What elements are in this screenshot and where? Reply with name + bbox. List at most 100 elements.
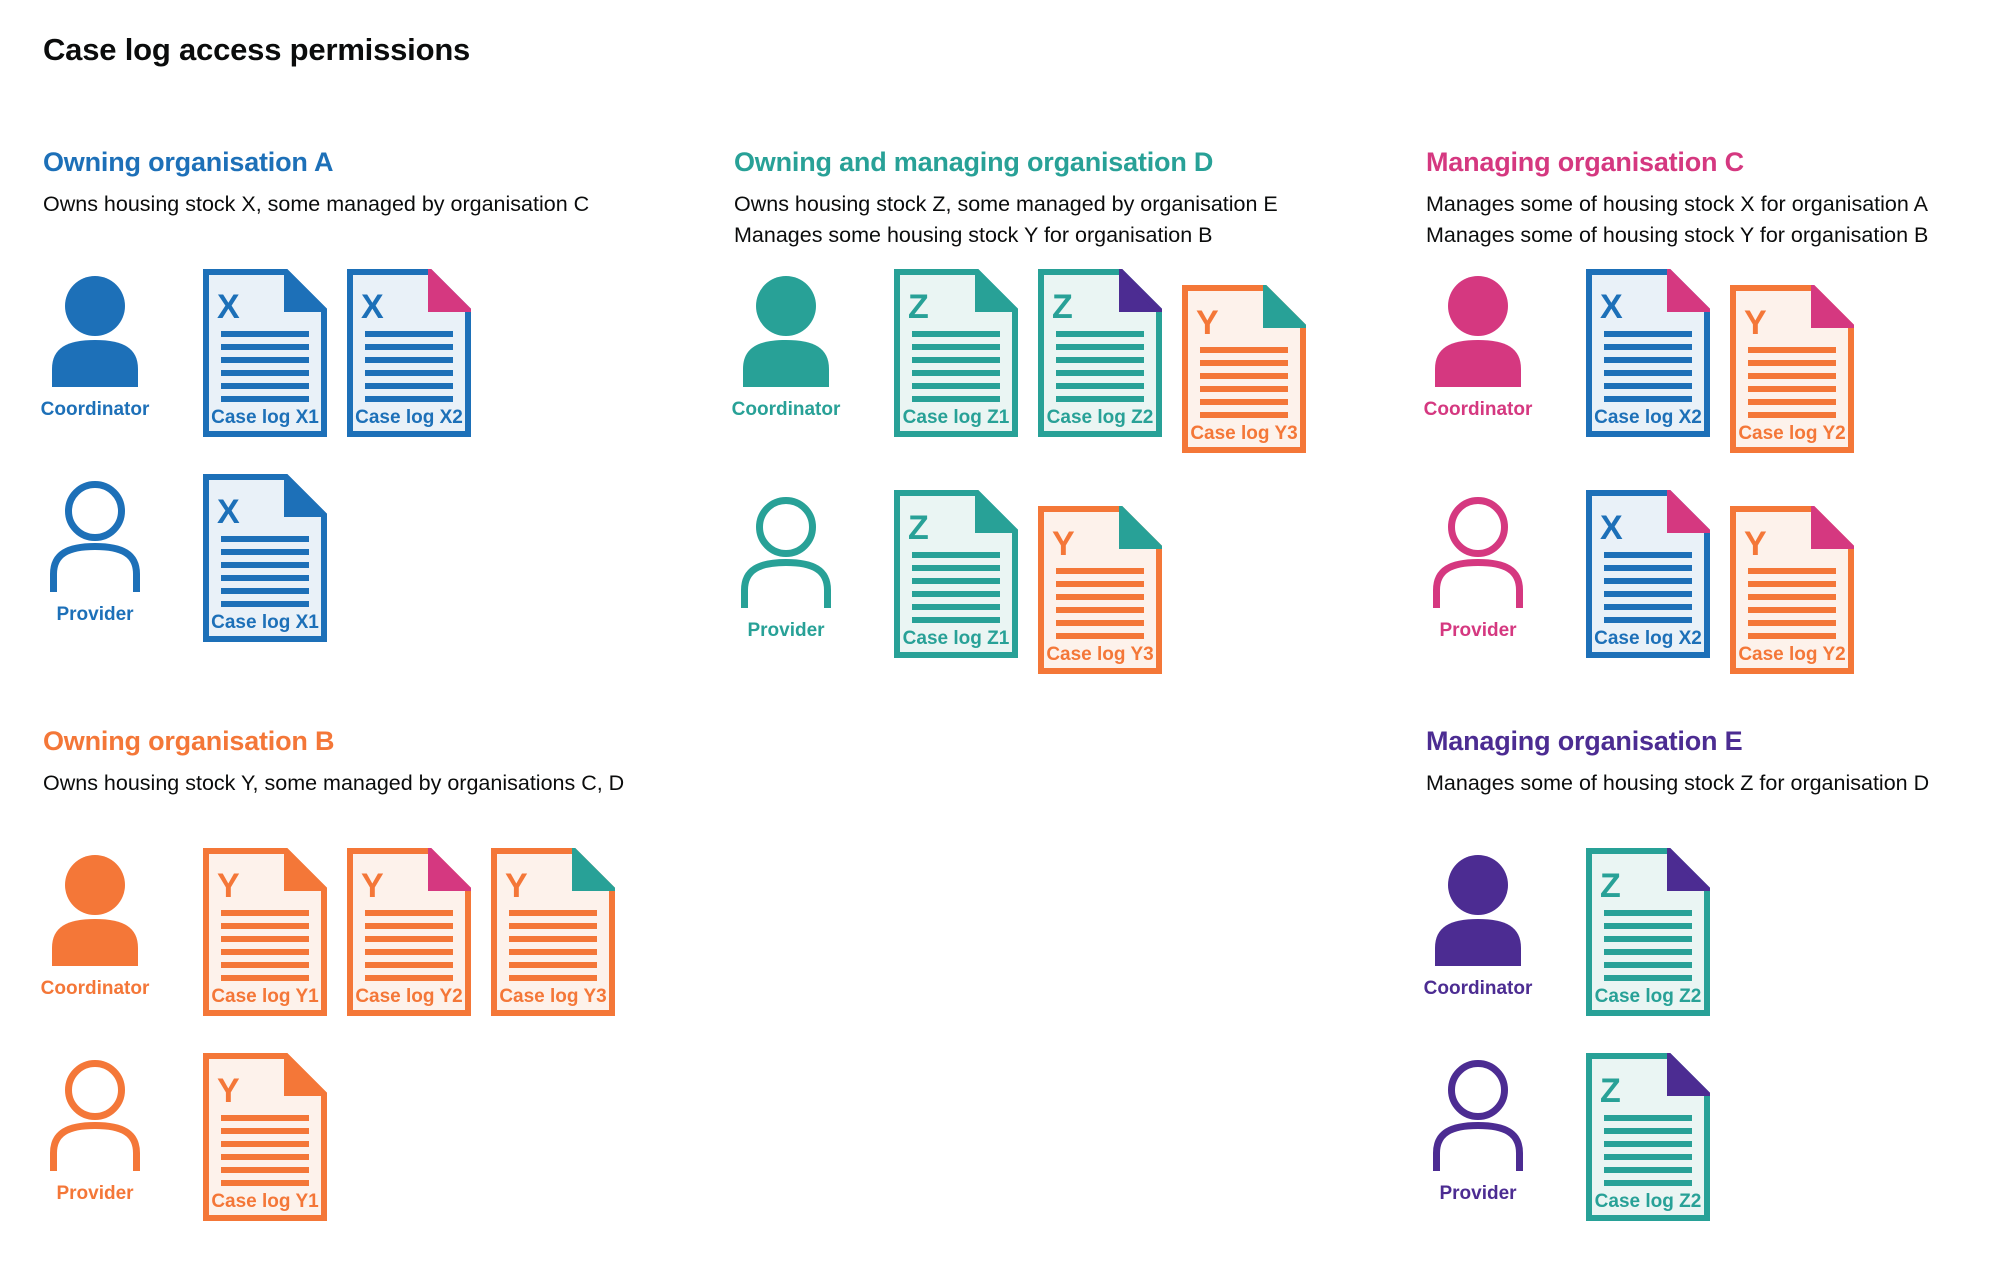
org-description: Manages some of housing stock Z for orga…	[1426, 768, 1991, 836]
person-body	[1433, 558, 1523, 608]
doc-label: Case log X1	[211, 407, 319, 428]
doc-label: Case log X1	[211, 612, 319, 633]
case-log-document: Y Case log Y3	[1182, 285, 1306, 453]
case-log-document: X Case log X2	[1586, 490, 1710, 658]
doc-page	[1038, 506, 1162, 674]
doc-text-lines	[1748, 568, 1836, 639]
doc-text-lines	[365, 331, 453, 402]
case-log-document: Y Case log Y1	[203, 848, 327, 1016]
section-managing-organisation-e: Managing organisation E Manages some of …	[1424, 724, 1991, 1221]
org-description: Owns housing stock Y, some managed by or…	[43, 768, 693, 836]
doc-text-lines	[221, 910, 309, 981]
doc-page	[1730, 285, 1854, 453]
section-owning-organisation-b: Owning organisation B Owns housing stock…	[40, 724, 693, 1221]
doc-label: Case log Y2	[1738, 423, 1845, 444]
role-label: Coordinator	[40, 978, 150, 999]
doc-label: Case log Z1	[903, 407, 1010, 428]
case-log-document: Z Case log Z1	[894, 490, 1018, 658]
doc-text-lines	[912, 331, 1000, 402]
doc-label: Case log Y2	[1738, 644, 1845, 665]
doc-text-lines	[1604, 1115, 1692, 1186]
doc-label: Case log X2	[355, 407, 463, 428]
stock-letter: Y	[505, 867, 528, 905]
provider-row: Provider Z Case log Z1	[734, 490, 1364, 674]
case-log-document: X Case log X1	[203, 474, 327, 642]
person-head	[1448, 855, 1508, 915]
doc-label: Case log X2	[1594, 628, 1702, 649]
doc-text-lines	[1604, 331, 1692, 402]
org-title: Owning and managing organisation D	[734, 147, 1214, 177]
folded-corner-icon	[1667, 269, 1710, 312]
doc-text-lines	[912, 552, 1000, 623]
doc-label: Case log Y3	[499, 986, 606, 1007]
provider-row: Provider X Case log X2	[1426, 490, 1991, 674]
case-log-document: X Case log X1	[203, 269, 327, 437]
doc-label: Case log Y2	[355, 986, 462, 1007]
doc-text-lines	[221, 536, 309, 607]
doc-label: Case log Z2	[1595, 986, 1702, 1007]
stock-letter: Y	[1744, 304, 1767, 342]
stock-letter: Y	[1744, 525, 1767, 563]
doc-text-lines	[1604, 910, 1692, 981]
coordinator-icon	[1435, 855, 1521, 966]
stock-letter: Y	[1196, 304, 1219, 342]
person-block: Coordinator	[40, 854, 150, 1000]
case-log-document: Z Case log Z2	[1586, 1053, 1710, 1221]
folded-corner-icon	[284, 848, 327, 891]
role-label: Coordinator	[40, 399, 150, 420]
person-body	[52, 340, 138, 387]
person-block: Provider	[1426, 496, 1530, 642]
case-log-document: Y Case log Y2	[1730, 506, 1854, 674]
provider-icon	[50, 481, 140, 592]
folded-corner-icon	[284, 1053, 327, 1096]
person-body	[52, 919, 138, 966]
org-description-line: Owns housing stock Z, some managed by or…	[734, 192, 1278, 216]
person-body	[50, 1121, 140, 1171]
person-block: Provider	[43, 1059, 147, 1205]
doc-page	[203, 1053, 327, 1221]
section-owning-organisation-a: Owning organisation A Owns housing stock…	[40, 145, 693, 642]
org-description-line: Manages some of housing stock X for orga…	[1426, 192, 1928, 216]
org-description: Manages some of housing stock X for orga…	[1426, 189, 1991, 257]
provider-icon	[1433, 497, 1523, 608]
stock-letter: X	[361, 288, 384, 326]
coordinator-row: Coordinator Y Case log Y1	[40, 848, 693, 1016]
doc-page	[203, 474, 327, 642]
doc-list: Z Case log Z2	[1586, 1053, 1710, 1221]
person-block: Coordinator	[1424, 854, 1532, 1000]
person-block: Provider	[1426, 1059, 1530, 1205]
doc-list: Y Case log Y1	[203, 1053, 327, 1221]
doc-page	[894, 490, 1018, 658]
case-log-document: Y Case log Y1	[203, 1053, 327, 1221]
coordinator-icon	[52, 276, 138, 387]
role-label: Provider	[56, 604, 134, 625]
folded-corner-icon	[1667, 490, 1710, 533]
stock-letter: X	[1600, 288, 1623, 326]
doc-text-lines	[221, 1115, 309, 1186]
org-description-line: Manages some of housing stock Y for orga…	[1426, 223, 1929, 247]
person-head	[1448, 276, 1508, 336]
stock-letter: Z	[908, 509, 929, 547]
role-label: Provider	[747, 620, 825, 641]
doc-label: Case log Z2	[1047, 407, 1154, 428]
doc-label: Case log X2	[1594, 407, 1702, 428]
doc-text-lines	[365, 910, 453, 981]
role-label: Provider	[56, 1183, 134, 1204]
case-log-document: Y Case log Y3	[491, 848, 615, 1016]
doc-page	[1038, 269, 1162, 437]
org-description-line: Owns housing stock X, some managed by or…	[43, 192, 590, 216]
stock-letter: Y	[1052, 525, 1075, 563]
doc-page	[1586, 1053, 1710, 1221]
provider-icon	[741, 497, 831, 608]
stock-letter: X	[217, 493, 240, 531]
coordinator-icon	[52, 855, 138, 966]
folded-corner-icon	[975, 490, 1018, 533]
doc-page	[347, 269, 471, 437]
folded-corner-icon	[284, 269, 327, 312]
doc-page	[1586, 269, 1710, 437]
folded-corner-icon	[975, 269, 1018, 312]
case-log-document: Z Case log Z1	[894, 269, 1018, 437]
person-head	[65, 276, 125, 336]
org-title: Managing organisation E	[1426, 726, 1743, 756]
person-body	[1435, 919, 1521, 966]
